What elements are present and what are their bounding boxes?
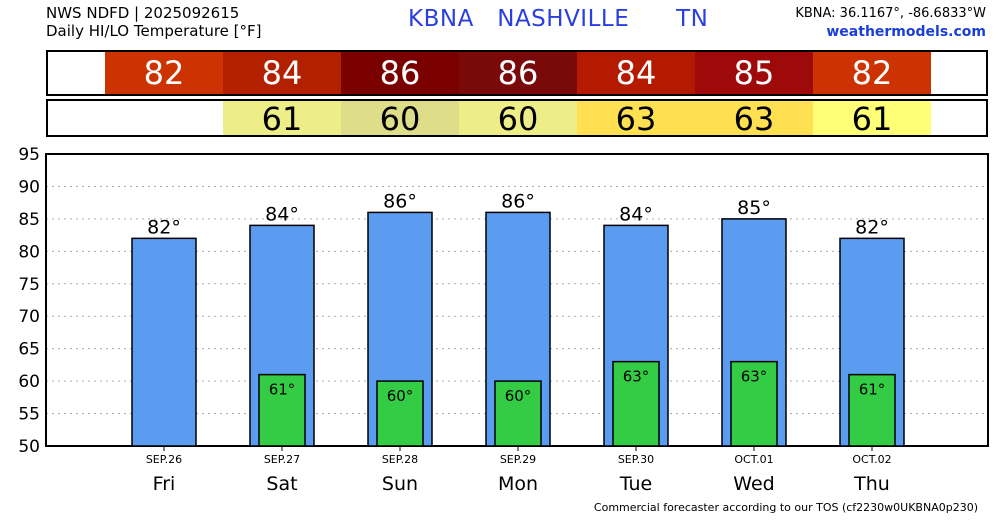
y-tick-label: 90 xyxy=(18,177,40,197)
y-tick-label: 50 xyxy=(18,437,40,457)
hi-bar-label: 86° xyxy=(383,190,417,212)
hi-temp-cell: 85 xyxy=(695,52,813,94)
hi-temp-strip: 82 84 86 86 84 85 82 xyxy=(46,50,988,96)
source-line: NWS NDFD | 2025092615 xyxy=(46,4,240,22)
day-label: Mon xyxy=(498,473,538,495)
hi-temp-cell: 86 xyxy=(341,52,459,94)
lo-bar xyxy=(612,360,660,447)
y-tick-label: 80 xyxy=(18,242,40,262)
hi-temp-cell: 84 xyxy=(577,52,695,94)
lo-temp-cell: 61 xyxy=(223,101,341,137)
station-title: KBNA NASHVILLE TN xyxy=(408,6,709,32)
day-label: Fri xyxy=(153,473,176,495)
hi-bar-label: 84° xyxy=(619,203,653,225)
hi-temp-cell: 82 xyxy=(813,52,931,94)
lo-bar xyxy=(730,360,778,447)
site-link[interactable]: weathermodels.com xyxy=(826,24,986,40)
hi-bar-label: 84° xyxy=(265,203,299,225)
day-label: Thu xyxy=(853,473,890,495)
lo-temp-cell: 60 xyxy=(459,101,577,137)
header-left: NWS NDFD | 2025092615 Daily HI/LO Temper… xyxy=(46,4,262,40)
day-label: Tue xyxy=(619,473,652,495)
lo-bar-label: 61° xyxy=(859,381,886,399)
hi-temp-cell: 84 xyxy=(223,52,341,94)
date-label: SEP.29 xyxy=(500,453,536,466)
lo-bar-label: 63° xyxy=(741,368,768,386)
hi-bar-label: 82° xyxy=(855,216,889,238)
hi-bar xyxy=(131,237,197,447)
y-tick-label: 85 xyxy=(18,210,40,230)
lo-temp-cell: 63 xyxy=(577,101,695,137)
footer-note: Commercial forecaster according to our T… xyxy=(593,501,978,514)
date-label: OCT.01 xyxy=(734,453,773,466)
date-label: SEP.27 xyxy=(264,453,300,466)
hi-temp-cell: 82 xyxy=(105,52,223,94)
lo-temp-cell: 61 xyxy=(813,101,931,137)
y-tick-label: 65 xyxy=(18,340,40,360)
lo-bar-label: 60° xyxy=(387,387,414,405)
temperature-chart: 50 55 60 65 70 75 80 85 90 95 82° 84° 86° 86° 84° 85° 82… xyxy=(18,145,989,495)
hi-bar-label: 86° xyxy=(501,190,535,212)
day-label: Sun xyxy=(382,473,418,495)
lo-temp-cell: 63 xyxy=(695,101,813,137)
lo-bar xyxy=(258,373,306,447)
lo-bar xyxy=(494,380,542,447)
lo-bar-label: 61° xyxy=(269,381,296,399)
lo-temp-strip: 61 60 60 63 63 61 xyxy=(46,99,988,137)
date-label: SEP.30 xyxy=(618,453,654,466)
day-label: Wed xyxy=(733,473,774,495)
y-tick-label: 75 xyxy=(18,275,40,295)
lo-temp-cell xyxy=(105,101,223,135)
day-label: Sat xyxy=(266,473,297,495)
date-label: SEP.26 xyxy=(146,453,182,466)
y-tick-label: 55 xyxy=(18,405,40,425)
lo-bar xyxy=(376,380,424,447)
header-right: KBNA: 36.1167°, -86.6833°W weathermodels… xyxy=(795,5,986,41)
hi-bar-label: 82° xyxy=(147,216,181,238)
hi-temp-cell: 86 xyxy=(459,52,577,94)
y-tick-label: 95 xyxy=(18,145,40,165)
lo-bar-label: 60° xyxy=(505,387,532,405)
coords-text: KBNA: 36.1167°, -86.6833°W xyxy=(795,6,986,21)
hi-bar-label: 85° xyxy=(737,197,771,219)
date-label: OCT.02 xyxy=(852,453,891,466)
lo-bar-label: 63° xyxy=(623,368,650,386)
lo-bar xyxy=(848,373,896,447)
variable-line: Daily HI/LO Temperature [°F] xyxy=(46,22,262,40)
y-tick-label: 60 xyxy=(18,372,40,392)
lo-temp-cell: 60 xyxy=(341,101,459,137)
y-tick-label: 70 xyxy=(18,307,40,327)
date-label: SEP.28 xyxy=(382,453,418,466)
